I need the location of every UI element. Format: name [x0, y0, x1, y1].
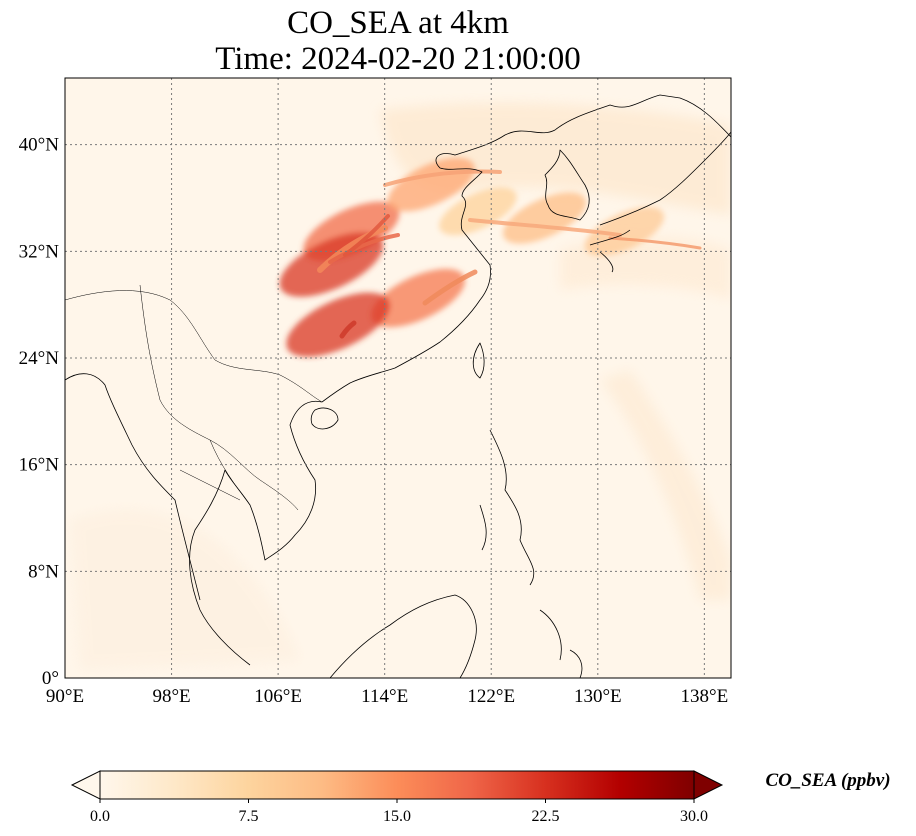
colorbar-tick-label: 30.0: [680, 808, 708, 825]
lon-tick-label: 122°E: [467, 686, 515, 707]
gridlines: [65, 78, 731, 678]
plume-streaks: [317, 169, 702, 339]
plume-streak: [468, 218, 622, 237]
plume-streak: [328, 233, 400, 264]
colorbar-tick-label: 15.0: [383, 808, 411, 825]
coastline-taiwan: [472, 342, 485, 379]
map-frame: [64, 77, 732, 679]
co-plume: [286, 292, 390, 357]
colorbar-tick-label: 22.5: [532, 808, 560, 825]
coastline-japan: [589, 131, 731, 273]
lon-tick-label: 114°E: [361, 686, 408, 707]
colorbar-tick-label: 0.0: [90, 808, 110, 825]
colorbar-extend-low: [70, 770, 101, 800]
lon-tick-label: 90°E: [46, 686, 84, 707]
plume-streak: [339, 320, 357, 339]
lat-tick-label: 0°: [42, 668, 59, 689]
lat-tick-labels: 0° 8°N 16°N 24°N 32°N 40°N: [19, 135, 60, 689]
lat-tick-label: 40°N: [19, 135, 60, 156]
co-plume: [502, 192, 587, 244]
lat-tick-label: 24°N: [19, 348, 60, 369]
colorbar-ticks: 0.0 7.5 15.0 22.5 30.0: [90, 799, 708, 825]
plume-streak: [317, 225, 388, 273]
lon-tick-label: 130°E: [574, 686, 622, 707]
coastline-indochina: [189, 400, 323, 666]
colorbar-label: CO_SEA (ppbv): [765, 770, 891, 791]
lat-tick-label: 8°N: [28, 561, 59, 582]
coastline-china: [321, 94, 731, 403]
plume-streak: [422, 269, 478, 306]
lat-tick-label: 16°N: [19, 455, 60, 476]
plume-streak: [383, 169, 502, 187]
coastline-hainan: [310, 407, 339, 430]
colorbar-bar: [99, 770, 695, 800]
coastline-korea: [544, 149, 590, 221]
co-plume: [370, 268, 466, 328]
lon-tick-label: 138°E: [681, 686, 729, 707]
lon-tick-label: 98°E: [152, 686, 190, 707]
coastline-philippines: [479, 429, 535, 586]
coastline-myanmar: [65, 373, 201, 601]
map-title-line1: CO_SEA at 4km: [287, 5, 509, 41]
plume-streak: [608, 236, 702, 250]
co-plume: [439, 187, 517, 236]
colorbar-extend-high: [693, 770, 724, 800]
lat-tick-label: 32°N: [19, 241, 60, 262]
map-title-line2: Time: 2024-02-20 21:00:00: [215, 41, 581, 77]
map-panel: 90°E 98°E 106°E 114°E 122°E 130°E 138°E 0° 8°N 1…: [19, 77, 732, 707]
coastline-borneo: [329, 594, 477, 678]
co-plume: [584, 206, 665, 256]
lon-tick-labels: 90°E 98°E 106°E 114°E 122°E 130°E 138°E: [46, 686, 728, 707]
colorbar-tick-label: 7.5: [239, 808, 259, 825]
colorbar: 0.0 7.5 15.0 22.5 30.0: [70, 770, 724, 825]
coastlines: [65, 94, 731, 678]
country-borders: [65, 284, 323, 511]
lon-tick-label: 106°E: [254, 686, 302, 707]
coastline-sulawesi: [539, 609, 583, 678]
